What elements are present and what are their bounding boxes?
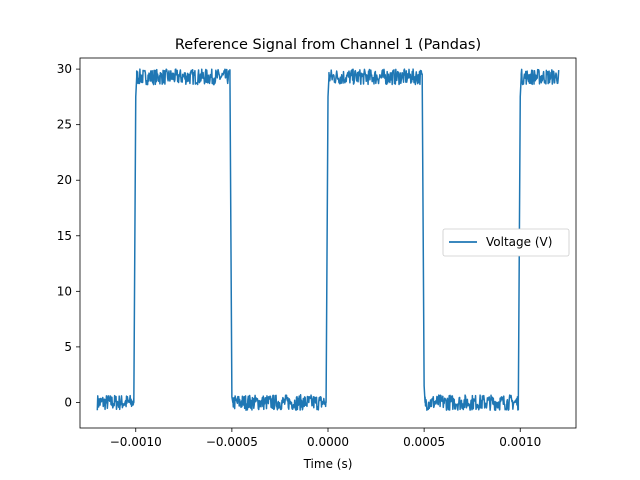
x-axis-title: Time (s) [303, 457, 353, 471]
x-tick-label: 0.0000 [307, 435, 349, 449]
legend-entry-label: Voltage (V) [486, 235, 552, 249]
y-tick-label: 15 [57, 229, 72, 243]
y-tick-label: 10 [57, 284, 72, 298]
x-tick-label: 0.0010 [499, 435, 541, 449]
x-axis: −0.0010 −0.0005 0.0000 0.0005 0.0010 [110, 428, 541, 449]
chart-title: Reference Signal from Channel 1 (Pandas) [175, 37, 481, 53]
x-tick-label: 0.0005 [403, 435, 445, 449]
y-tick-label: 5 [64, 340, 72, 354]
y-tick-label: 25 [57, 118, 72, 132]
series-layer [96, 68, 560, 411]
x-tick-label: −0.0010 [110, 435, 162, 449]
y-tick-label: 0 [64, 395, 72, 409]
legend-box [442, 228, 570, 257]
legend: Voltage (V) [442, 228, 570, 257]
y-axis: 0 5 10 15 20 25 30 [57, 62, 80, 409]
series-line-voltage [96, 68, 560, 411]
y-tick-label: 30 [57, 62, 72, 76]
y-tick-label: 20 [57, 173, 72, 187]
x-tick-label: −0.0005 [206, 435, 258, 449]
